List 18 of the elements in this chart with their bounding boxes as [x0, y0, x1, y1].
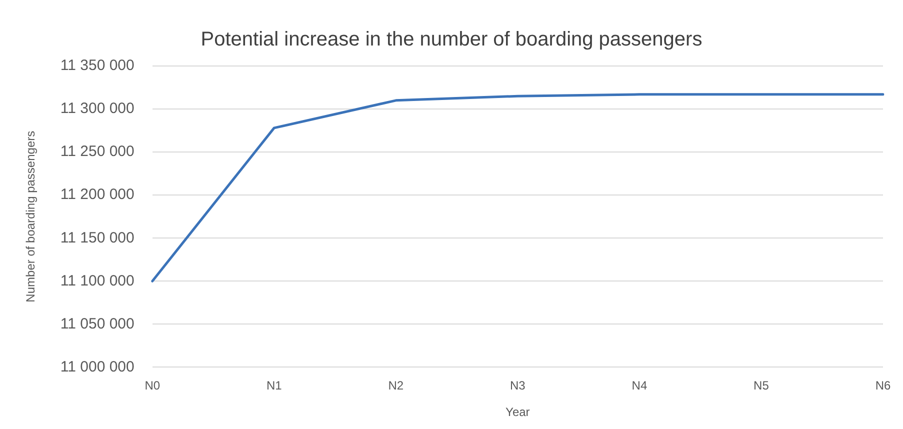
- y-tick-label: 11 250 000: [60, 143, 134, 160]
- y-tick-label: 11 300 000: [60, 100, 134, 118]
- x-tick-label: N0: [144, 378, 160, 393]
- y-tick-label: 11 350 000: [60, 57, 134, 74]
- x-tick-label: N2: [388, 378, 404, 393]
- x-tick-label: N6: [875, 378, 891, 393]
- y-tick-label: 11 000 000: [60, 358, 134, 376]
- x-tick-label: N4: [632, 378, 648, 393]
- y-tick-label: 11 050 000: [60, 315, 134, 332]
- x-tick-label: N3: [510, 378, 526, 393]
- y-axis-title: Number of boarding passengers: [24, 130, 38, 302]
- y-tick-label: 11 200 000: [60, 186, 134, 204]
- x-axis-title: Year: [506, 405, 530, 420]
- x-tick-label: N1: [266, 378, 282, 393]
- chart-title: Potential increase in the number of boarding passengers: [200, 28, 702, 51]
- x-tick-label: N5: [754, 378, 770, 393]
- y-tick-label: 11 150 000: [60, 229, 134, 246]
- y-tick-label: 11 100 000: [60, 272, 134, 290]
